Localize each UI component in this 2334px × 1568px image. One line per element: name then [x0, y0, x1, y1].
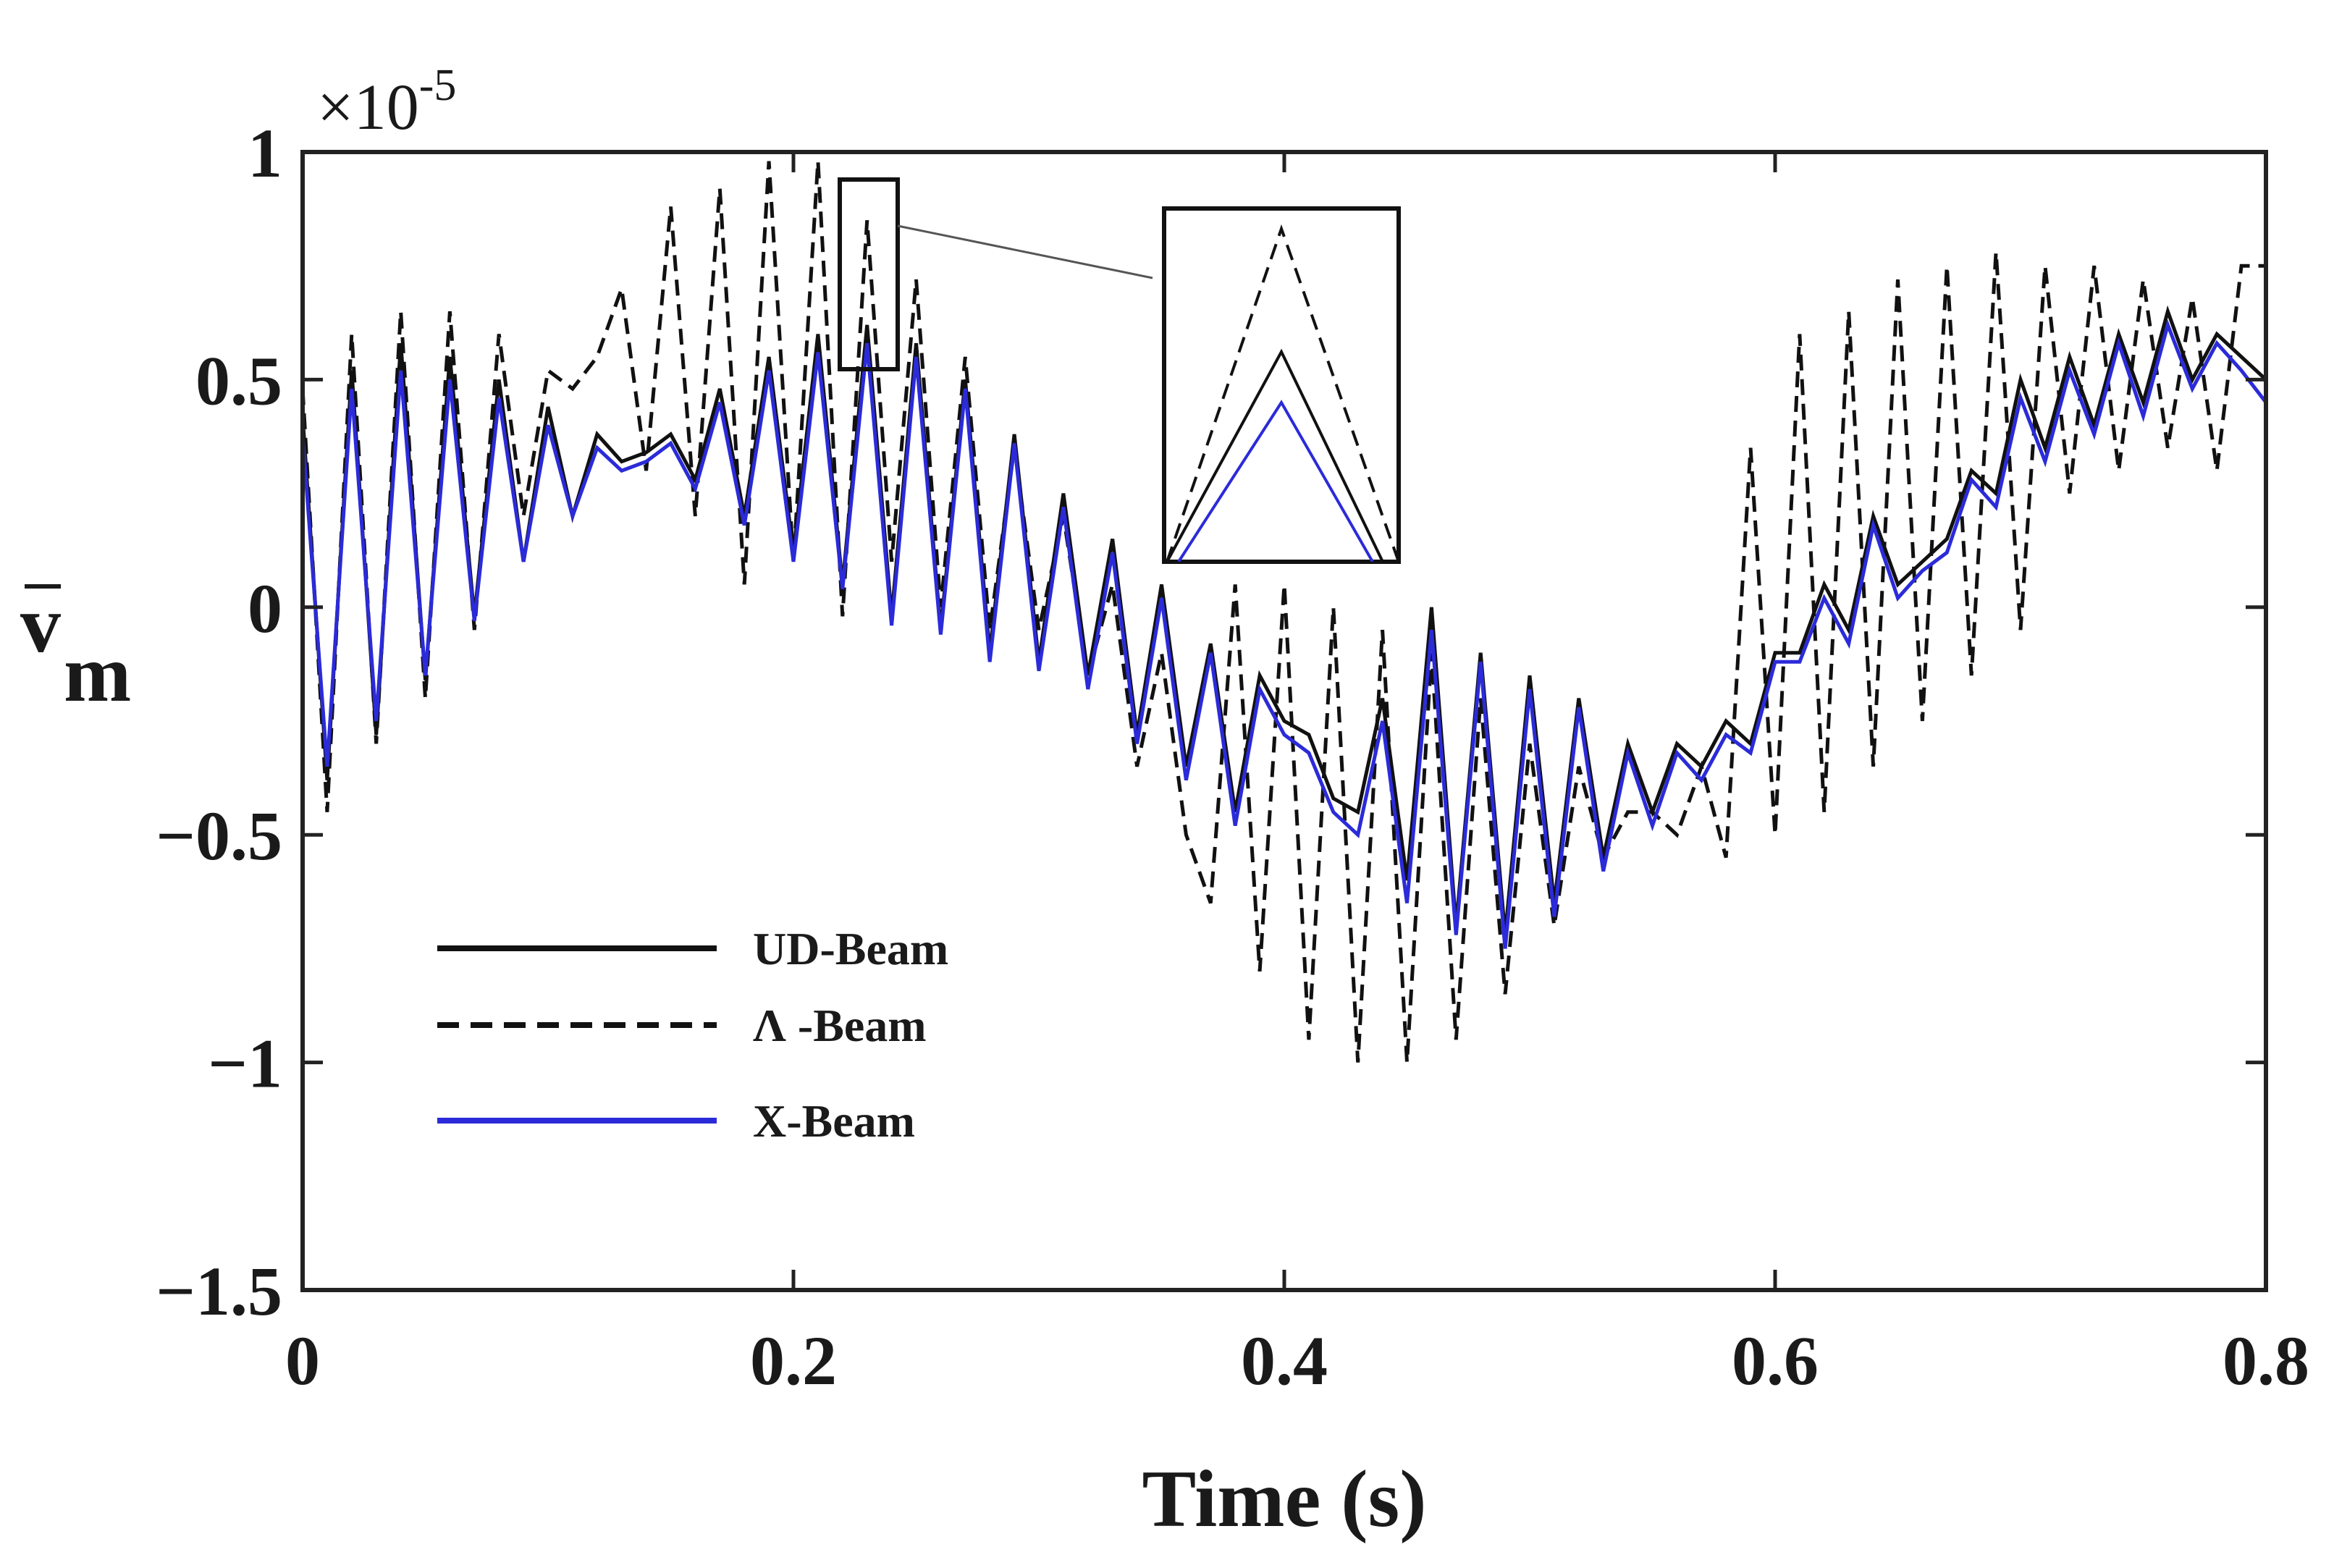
y-tick-label: 0.5 [195, 342, 282, 419]
y-tick-label: −1 [208, 1025, 282, 1103]
x-axis-title: Time (s) [1142, 1454, 1427, 1544]
legend: UD-Beam Λ -Beam X-Beam [437, 923, 948, 1147]
zoom-inset-frame [1162, 206, 1401, 564]
tick-layer: 0 0.2 0.4 0.6 0.8 1 0.5 0 −0.5 −1 −1.5 [156, 114, 2309, 1399]
legend-label-lambda-beam: Λ -Beam [753, 1000, 927, 1051]
zoom-connector-line [897, 224, 1153, 279]
x-tick-label: 0.8 [2223, 1322, 2309, 1399]
series-line-beam [303, 161, 2266, 1063]
y-axis-title-subscript: m [64, 629, 131, 719]
x-tick-label: 0.2 [750, 1322, 837, 1399]
legend-label-ud-beam: UD-Beam [753, 923, 948, 974]
y-multiplier-exponent: -5 [419, 61, 457, 110]
y-multiplier-base: ×10 [317, 72, 419, 143]
zoom-inset [838, 177, 1401, 564]
y-tick-label: 1 [248, 114, 282, 192]
x-tick-label: 0 [285, 1322, 320, 1399]
y-tick-label: 0 [248, 570, 282, 647]
inset-line-ud-beam [1166, 348, 1384, 562]
inset-line-x-beam [1177, 400, 1374, 562]
series-line-ud-beam [303, 305, 2266, 935]
inset-line-lambda-beam [1166, 224, 1399, 562]
series-line-x-beam [303, 319, 2266, 949]
y-tick-label: −1.5 [156, 1252, 282, 1330]
x-tick-label: 0.4 [1241, 1322, 1328, 1399]
legend-label-x-beam: X-Beam [753, 1095, 915, 1147]
x-tick-label: 0.6 [1732, 1322, 1819, 1399]
y-multiplier-label: ×10-5 [317, 61, 456, 143]
y-axis-title: v m [20, 580, 131, 719]
y-axis-title-main: v [20, 580, 61, 670]
series-layer [303, 161, 2266, 1063]
zoom-source-box [838, 177, 900, 371]
y-tick-label: −0.5 [156, 797, 282, 874]
